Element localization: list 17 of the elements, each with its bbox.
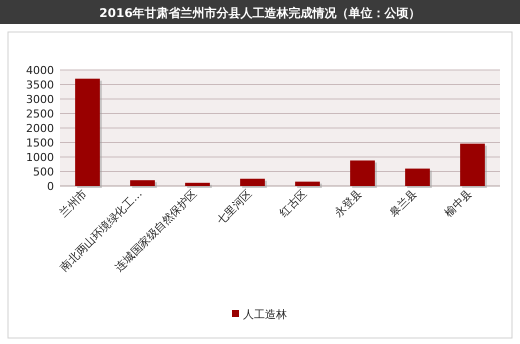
y-tick-label: 4000 [26,64,54,77]
y-tick-label: 0 [47,180,54,193]
x-tick-label: 榆中县 [442,186,475,220]
y-tick-label: 2000 [26,122,54,135]
x-tick-label: 兰州市 [57,186,90,220]
x-tick-label: 永登县 [332,186,365,220]
legend-label: 人工造林 [243,308,287,321]
y-tick-label: 3000 [26,93,54,106]
x-tick-label: 七里河区 [214,186,255,228]
x-tick-label: 红古区 [277,186,310,220]
y-tick-label: 1000 [26,151,54,164]
y-tick-label: 2500 [26,108,54,120]
y-tick-label: 500 [33,166,54,178]
y-tick-label: 3500 [26,78,54,92]
x-tick-label: 皋兰县 [387,186,420,220]
y-tick-label: 1500 [26,136,54,150]
title: 2016年甘肃省兰州市分县人工造林完成情况（单位：公顷） [99,6,421,20]
